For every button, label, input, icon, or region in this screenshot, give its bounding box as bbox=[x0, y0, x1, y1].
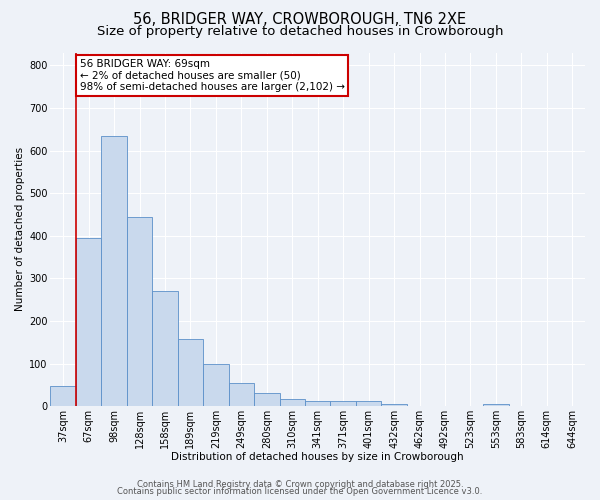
Text: Size of property relative to detached houses in Crowborough: Size of property relative to detached ho… bbox=[97, 25, 503, 38]
Text: Contains HM Land Registry data © Crown copyright and database right 2025.: Contains HM Land Registry data © Crown c… bbox=[137, 480, 463, 489]
Bar bbox=[483, 404, 509, 406]
Bar bbox=[331, 402, 356, 406]
Bar bbox=[101, 136, 127, 406]
X-axis label: Distribution of detached houses by size in Crowborough: Distribution of detached houses by size … bbox=[172, 452, 464, 462]
Text: 56 BRIDGER WAY: 69sqm
← 2% of detached houses are smaller (50)
98% of semi-detac: 56 BRIDGER WAY: 69sqm ← 2% of detached h… bbox=[80, 59, 345, 92]
Bar bbox=[254, 394, 280, 406]
Bar bbox=[382, 404, 407, 406]
Text: 56, BRIDGER WAY, CROWBOROUGH, TN6 2XE: 56, BRIDGER WAY, CROWBOROUGH, TN6 2XE bbox=[133, 12, 467, 28]
Bar bbox=[229, 382, 254, 406]
Bar bbox=[50, 386, 76, 406]
Bar bbox=[152, 291, 178, 406]
Bar bbox=[127, 216, 152, 406]
Bar bbox=[178, 340, 203, 406]
Text: Contains public sector information licensed under the Open Government Licence v3: Contains public sector information licen… bbox=[118, 488, 482, 496]
Y-axis label: Number of detached properties: Number of detached properties bbox=[15, 148, 25, 312]
Bar bbox=[280, 399, 305, 406]
Bar bbox=[356, 402, 382, 406]
Bar bbox=[203, 364, 229, 406]
Bar bbox=[76, 238, 101, 406]
Bar bbox=[305, 400, 331, 406]
